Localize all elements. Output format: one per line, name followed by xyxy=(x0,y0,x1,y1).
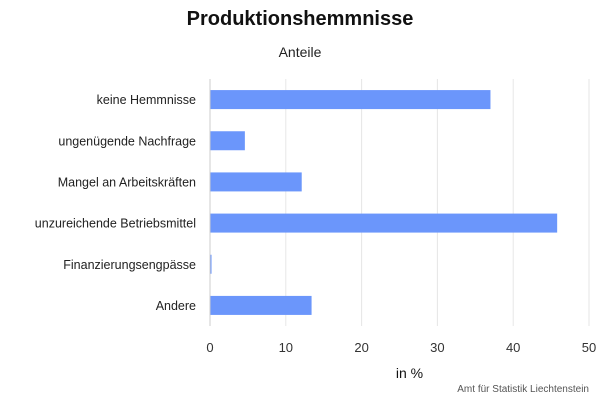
bar xyxy=(210,254,212,274)
category-label: Andere xyxy=(156,299,196,313)
x-tick-label: 0 xyxy=(206,340,213,355)
category-label: Mangel an Arbeitskräften xyxy=(58,175,196,189)
bar xyxy=(210,295,312,315)
x-tick-label: 20 xyxy=(354,340,368,355)
bar xyxy=(210,131,245,151)
bar xyxy=(210,172,302,192)
bar xyxy=(210,90,491,110)
chart-subtitle: Anteile xyxy=(278,44,322,60)
x-tick-label: 30 xyxy=(430,340,444,355)
category-label: keine Hemmnisse xyxy=(97,93,196,107)
x-tick-label: 10 xyxy=(279,340,293,355)
chart-credit: Amt für Statistik Liechtenstein xyxy=(457,384,589,395)
category-label: Finanzierungsengpässe xyxy=(63,258,196,272)
category-label: unzureichende Betriebsmittel xyxy=(35,217,196,231)
chart-title: Produktionshemmnisse xyxy=(186,8,414,30)
x-tick-label: 50 xyxy=(582,340,596,355)
x-axis-title: in % xyxy=(396,365,423,381)
category-label: ungenügende Nachfrage xyxy=(58,134,196,148)
bar xyxy=(210,213,558,233)
x-tick-label: 40 xyxy=(506,340,520,355)
